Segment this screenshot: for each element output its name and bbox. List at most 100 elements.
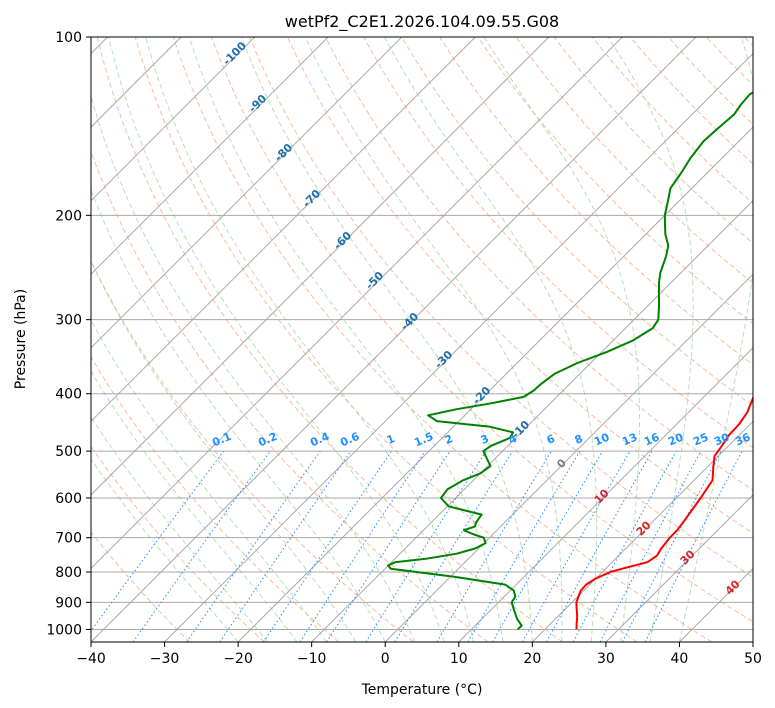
dry-adiabat <box>96 37 563 642</box>
isotherm-line <box>91 37 550 496</box>
mixing-ratio-line <box>219 450 352 642</box>
dry-adiabat <box>401 37 753 407</box>
mixing-ratio-label: 36 <box>733 430 752 448</box>
mixing-ratio-label: 0.4 <box>308 430 331 450</box>
isotherm-line <box>752 641 753 642</box>
dry-adiabat <box>744 37 753 47</box>
mixing-ratio-label: 13 <box>620 431 639 449</box>
isotherm-label: 0 <box>554 456 569 471</box>
isotherm-line <box>91 37 256 202</box>
x-axis-title: Temperature (°C) <box>361 682 483 698</box>
isotherm-line <box>531 420 753 642</box>
y-axis-title: Pressure (hPa) <box>13 289 29 389</box>
isotherm-label: 20 <box>634 518 654 538</box>
y-tick-label: 500 <box>55 444 82 460</box>
dry-adiabat <box>91 150 489 642</box>
isotherm-line <box>91 37 476 423</box>
x-tick-label: 40 <box>671 651 689 667</box>
isotherm-line <box>91 37 329 275</box>
plot-frame <box>90 36 754 643</box>
moist-adiabat <box>91 416 268 642</box>
mixing-ratio-line <box>186 450 321 642</box>
y-tick-label: 400 <box>55 387 82 403</box>
mixing-ratio-label: 20 <box>666 430 685 448</box>
x-tick-label: 50 <box>744 651 762 667</box>
moist-adiabat <box>108 37 445 642</box>
plot-area <box>91 37 753 642</box>
dry-adiabat <box>91 259 414 642</box>
moist-adiabat <box>384 37 598 642</box>
mixing-ratio-label: 10 <box>592 430 611 448</box>
mixing-ratio-label: 6 <box>545 432 557 447</box>
y-axis-ticks: 1000 900 800 700 600 500 400 300 200 100 <box>46 30 91 638</box>
x-tick-label: −10 <box>297 651 327 667</box>
dry-adiabat <box>91 356 340 642</box>
mixing-ratio-label: 1 <box>385 432 397 447</box>
mixing-ratio-line <box>326 450 451 642</box>
dry-adiabat <box>553 37 753 244</box>
dry-adiabat <box>248 37 753 578</box>
y-tick-label: 1000 <box>46 622 82 638</box>
isotherm-line <box>605 494 753 642</box>
isotherm-line <box>91 37 623 570</box>
dry-adiabat <box>515 37 753 284</box>
isotherm-label: 30 <box>678 547 698 567</box>
mixing-ratio-label: 25 <box>691 431 710 449</box>
dewpoint-trace <box>387 91 753 631</box>
mixing-ratio-line <box>299 450 426 642</box>
dry-adiabat <box>91 445 265 642</box>
isotherm-line <box>237 126 753 642</box>
mixing-ratio-line <box>263 450 392 642</box>
mixing-ratio-line <box>572 450 677 642</box>
isotherm-line <box>384 273 753 642</box>
dry-adiabat <box>210 37 753 623</box>
moist-adiabat <box>304 37 563 642</box>
dry-adiabats <box>91 37 753 642</box>
y-tick-label: 300 <box>55 313 82 329</box>
mixing-ratio-label: 30 <box>712 430 731 448</box>
moist-adiabat <box>91 188 386 642</box>
chart-title: wetPf2_C2E1.2026.104.09.55.G08 <box>285 12 559 32</box>
isotherm-line <box>164 52 753 642</box>
moist-adiabat <box>188 37 504 642</box>
x-tick-label: 30 <box>597 651 615 667</box>
dry-adiabat <box>91 531 191 642</box>
mixing-ratio-label: 8 <box>573 432 585 447</box>
moist-adiabat <box>483 37 641 642</box>
dry-adiabat <box>363 37 753 449</box>
isobar-grid <box>91 37 753 630</box>
x-tick-label: 20 <box>523 651 541 667</box>
isotherm-label: -30 <box>432 348 455 371</box>
dry-adiabat <box>439 37 753 366</box>
sounding-traces <box>387 91 753 631</box>
isotherm-label: -100 <box>220 39 249 68</box>
x-axis-ticks: −40 −30 −20 −10 0 10 20 30 40 50 <box>76 642 762 667</box>
x-tick-label: 10 <box>450 651 468 667</box>
mixing-ratio-line <box>599 450 702 642</box>
x-tick-label: 0 <box>381 651 390 667</box>
moist-adiabat <box>678 37 753 642</box>
moist-adiabat <box>91 370 298 642</box>
y-tick-label: 900 <box>55 595 82 611</box>
y-tick-label: 200 <box>55 208 82 224</box>
isotherm-label: -70 <box>300 187 323 210</box>
dry-adiabat <box>325 37 753 491</box>
x-tick-label: −30 <box>150 651 180 667</box>
isotherm-label: 10 <box>592 486 612 506</box>
dry-adiabat <box>172 37 713 642</box>
moist-adiabat <box>91 458 239 642</box>
isotherm-line <box>311 199 753 642</box>
x-tick-label: −20 <box>223 651 253 667</box>
isotherm-label: -50 <box>363 269 386 292</box>
mixing-ratio-line <box>91 450 224 632</box>
mixing-ratio-line <box>644 450 743 642</box>
y-tick-label: 800 <box>55 565 82 581</box>
temperature-trace <box>575 395 753 630</box>
y-tick-label: 600 <box>55 491 82 507</box>
mixing-ratio-label: 0.1 <box>210 430 233 450</box>
isotherm-label: -60 <box>331 229 354 252</box>
mixing-ratio-label: 1.5 <box>412 430 435 450</box>
isotherm-line <box>91 37 403 349</box>
moist-adiabat <box>241 37 533 642</box>
